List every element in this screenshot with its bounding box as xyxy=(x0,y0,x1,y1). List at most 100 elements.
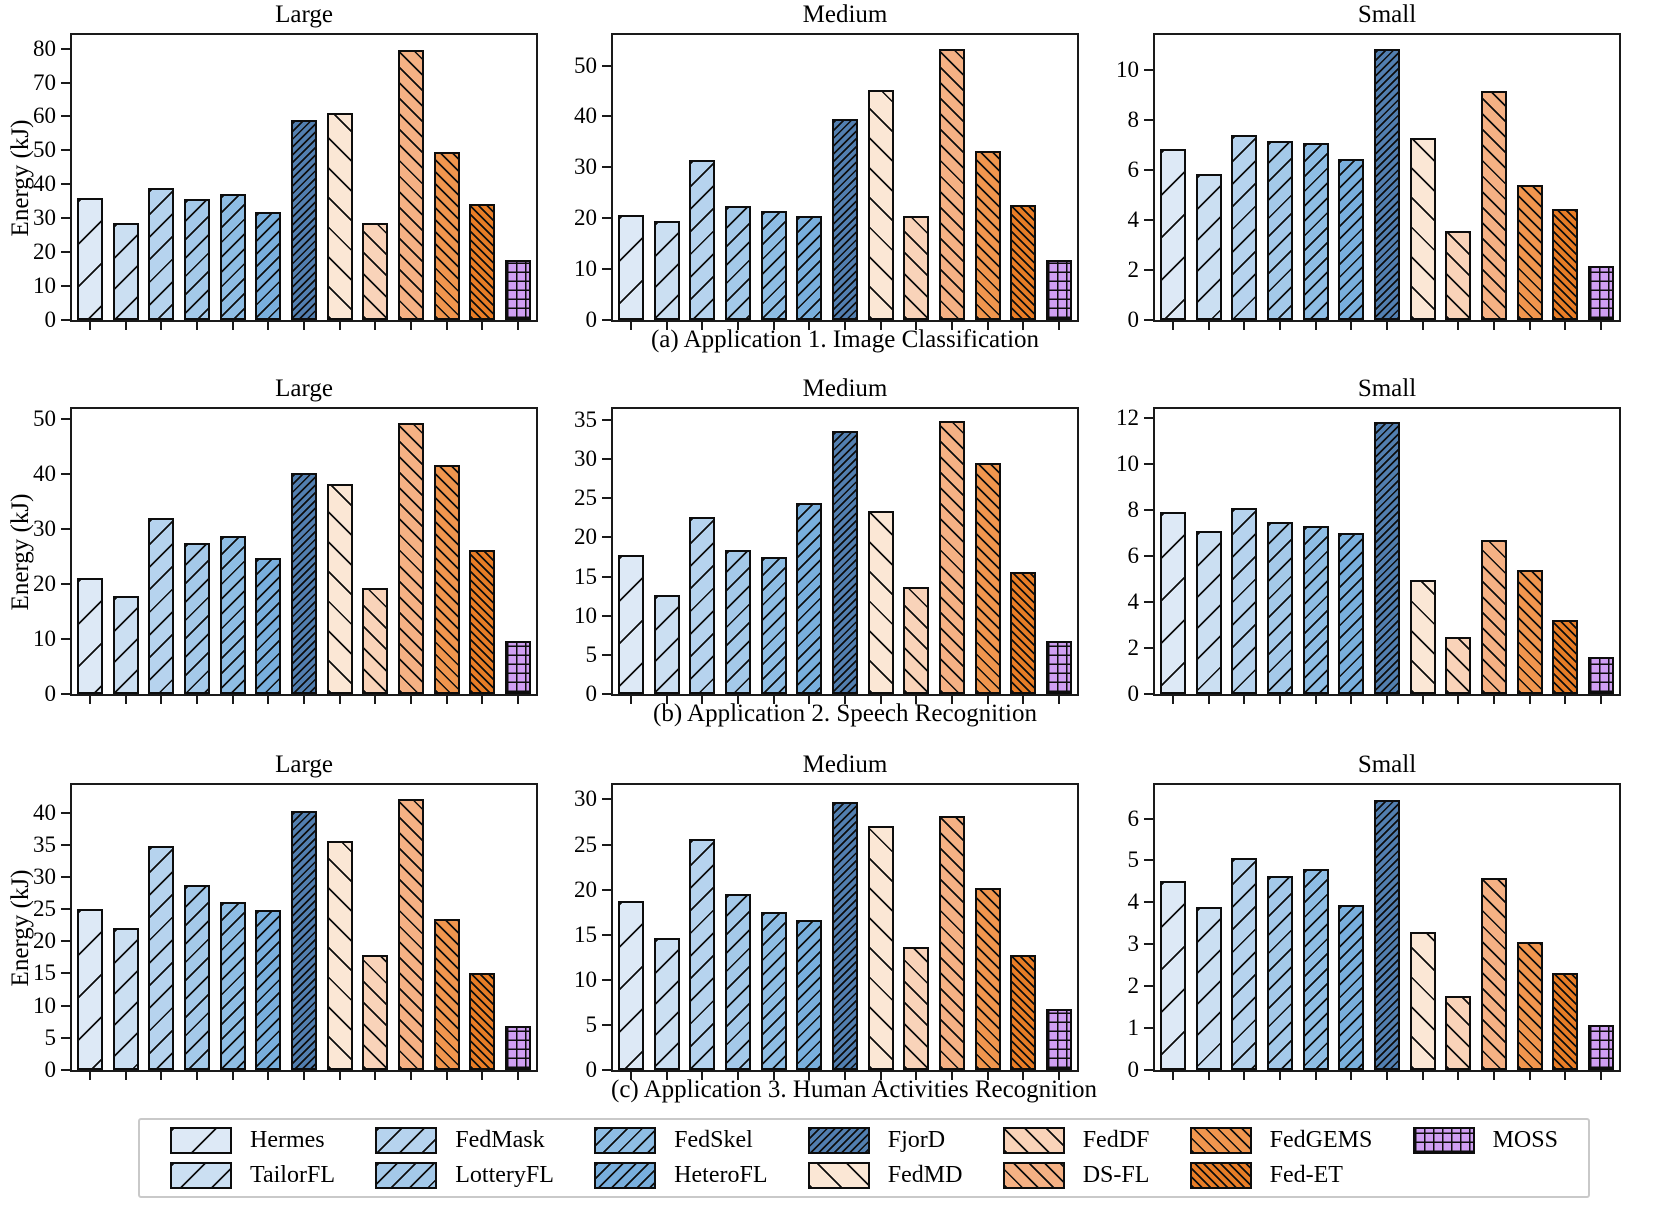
y-tick-label: 30 xyxy=(33,863,56,889)
legend-entry-fed-et: Fed-ET xyxy=(1189,1161,1373,1190)
y-tick-mark xyxy=(602,497,611,500)
bar-moss xyxy=(1588,1025,1615,1070)
x-tick-mark xyxy=(1457,696,1460,704)
bar-feddf xyxy=(903,586,930,694)
x-tick-mark xyxy=(124,322,127,330)
bar-fedmd xyxy=(1409,137,1436,320)
x-tick-mark xyxy=(844,696,846,704)
bar-fedskel xyxy=(1302,142,1329,320)
bar-lotteryfl xyxy=(724,549,751,694)
x-tick-mark xyxy=(517,322,520,330)
y-tick-mark xyxy=(602,1069,611,1071)
chart-title-subplot-app2-medium: Medium xyxy=(802,375,888,402)
legend-label-fed-et: Fed-ET xyxy=(1269,1162,1343,1188)
x-tick-mark xyxy=(1564,696,1567,704)
x-tick-mark xyxy=(338,696,341,704)
bar-fedskel xyxy=(1302,526,1329,694)
bar-feddf xyxy=(1445,231,1472,320)
y-tick-mark xyxy=(1144,1027,1153,1030)
x-tick-mark xyxy=(303,696,305,704)
bar-tailorfl xyxy=(653,594,680,694)
y-tick-mark xyxy=(61,527,70,530)
y-tick-mark xyxy=(1144,647,1153,650)
x-tick-mark xyxy=(1243,322,1246,330)
subplot-app1-large: 0 10 20 30 40 50 60 70 80 xyxy=(33,33,538,332)
legend-label-moss: MOSS xyxy=(1492,1127,1558,1153)
x-tick-mark xyxy=(736,696,739,704)
bar-moss xyxy=(1588,657,1615,694)
y-tick-label: 2 xyxy=(1127,973,1140,999)
x-tick-mark xyxy=(231,1072,234,1080)
bar-tailorfl xyxy=(653,938,680,1070)
chart-title-subplot-app1-large: Large xyxy=(275,1,333,28)
bar-fedmask xyxy=(148,846,175,1070)
y-tick-label: 3 xyxy=(1127,931,1140,957)
y-tick-mark xyxy=(602,319,611,321)
x-tick-mark xyxy=(1457,1072,1460,1080)
y-tick-mark xyxy=(1144,859,1153,862)
bar-hermes xyxy=(617,555,644,694)
x-tick-mark xyxy=(1207,322,1210,330)
x-tick-mark xyxy=(915,696,918,704)
y-tick-label: 10 xyxy=(1116,57,1139,82)
x-tick-mark xyxy=(879,322,882,330)
x-tick-mark xyxy=(267,696,270,704)
x-tick-mark xyxy=(1528,1072,1531,1080)
y-tick-mark xyxy=(602,418,611,421)
subplot-app3-medium: 0 5 10 15 20 25 30 xyxy=(574,783,1079,1082)
y-tick-mark xyxy=(61,637,70,640)
x-tick-mark xyxy=(986,1072,989,1080)
bar-fedskel xyxy=(760,556,787,694)
x-tick-mark xyxy=(1022,696,1025,704)
bar-tailorfl xyxy=(1195,173,1222,320)
bar-hermes xyxy=(1159,148,1186,320)
x-tick-mark xyxy=(195,696,198,704)
legend-swatch-tailorfl-icon xyxy=(170,1162,232,1189)
x-tick-mark xyxy=(1058,1072,1061,1080)
y-tick-label: 30 xyxy=(574,786,597,812)
y-tick-label: 2 xyxy=(1127,257,1140,282)
bar-fedmask xyxy=(148,517,175,694)
x-tick-mark xyxy=(195,1072,198,1080)
x-tick-mark xyxy=(1528,696,1531,704)
chart-title-subplot-app1-small: Small xyxy=(1357,1,1417,28)
legend-column-5: FedDF DS-FL xyxy=(1002,1126,1149,1190)
y-tick-mark xyxy=(602,798,611,801)
y-tick-label: 25 xyxy=(33,896,56,922)
x-tick-mark xyxy=(879,696,882,704)
y-tick-label: 5 xyxy=(585,641,598,667)
y-tick-label: 35 xyxy=(33,831,56,857)
x-tick-mark xyxy=(1350,322,1353,330)
x-tick-mark xyxy=(1421,696,1424,704)
bar-fjord xyxy=(1374,48,1400,320)
y-tick-label: 15 xyxy=(574,921,597,947)
x-tick-mark xyxy=(844,322,846,330)
bar-fedgems xyxy=(1516,942,1543,1070)
x-tick-mark xyxy=(808,696,811,704)
subplot-app2-medium: 0 5 10 15 20 25 30 35 xyxy=(574,407,1079,706)
y-tick-mark xyxy=(61,908,70,911)
y-tick-label: 1 xyxy=(1127,1015,1140,1041)
bar-fed-et xyxy=(1010,205,1037,320)
x-tick-mark xyxy=(374,696,377,704)
y-tick-label: 15 xyxy=(33,960,56,986)
y-tick-mark xyxy=(1144,509,1153,512)
y-tick-mark xyxy=(602,978,611,981)
x-tick-mark xyxy=(1493,696,1496,704)
y-tick-label: 40 xyxy=(574,103,597,129)
caption-app3: (c) Application 3. Human Activities Reco… xyxy=(611,1076,1098,1103)
bar-hermes xyxy=(76,197,103,320)
y-tick-mark xyxy=(602,166,611,169)
y-tick-label: 10 xyxy=(1116,451,1139,477)
bar-fed-et xyxy=(469,549,496,694)
x-tick-mark xyxy=(915,1072,918,1080)
legend-swatch-moss-icon xyxy=(1412,1127,1475,1154)
y-tick-mark xyxy=(61,217,70,220)
y-tick-mark xyxy=(602,458,611,461)
y-tick-mark xyxy=(1144,985,1153,988)
legend-swatch-hermes-icon xyxy=(170,1127,232,1154)
legend-label-fjord: FjorD xyxy=(887,1127,946,1153)
y-tick-mark xyxy=(61,843,70,846)
bar-fjord xyxy=(291,472,317,694)
